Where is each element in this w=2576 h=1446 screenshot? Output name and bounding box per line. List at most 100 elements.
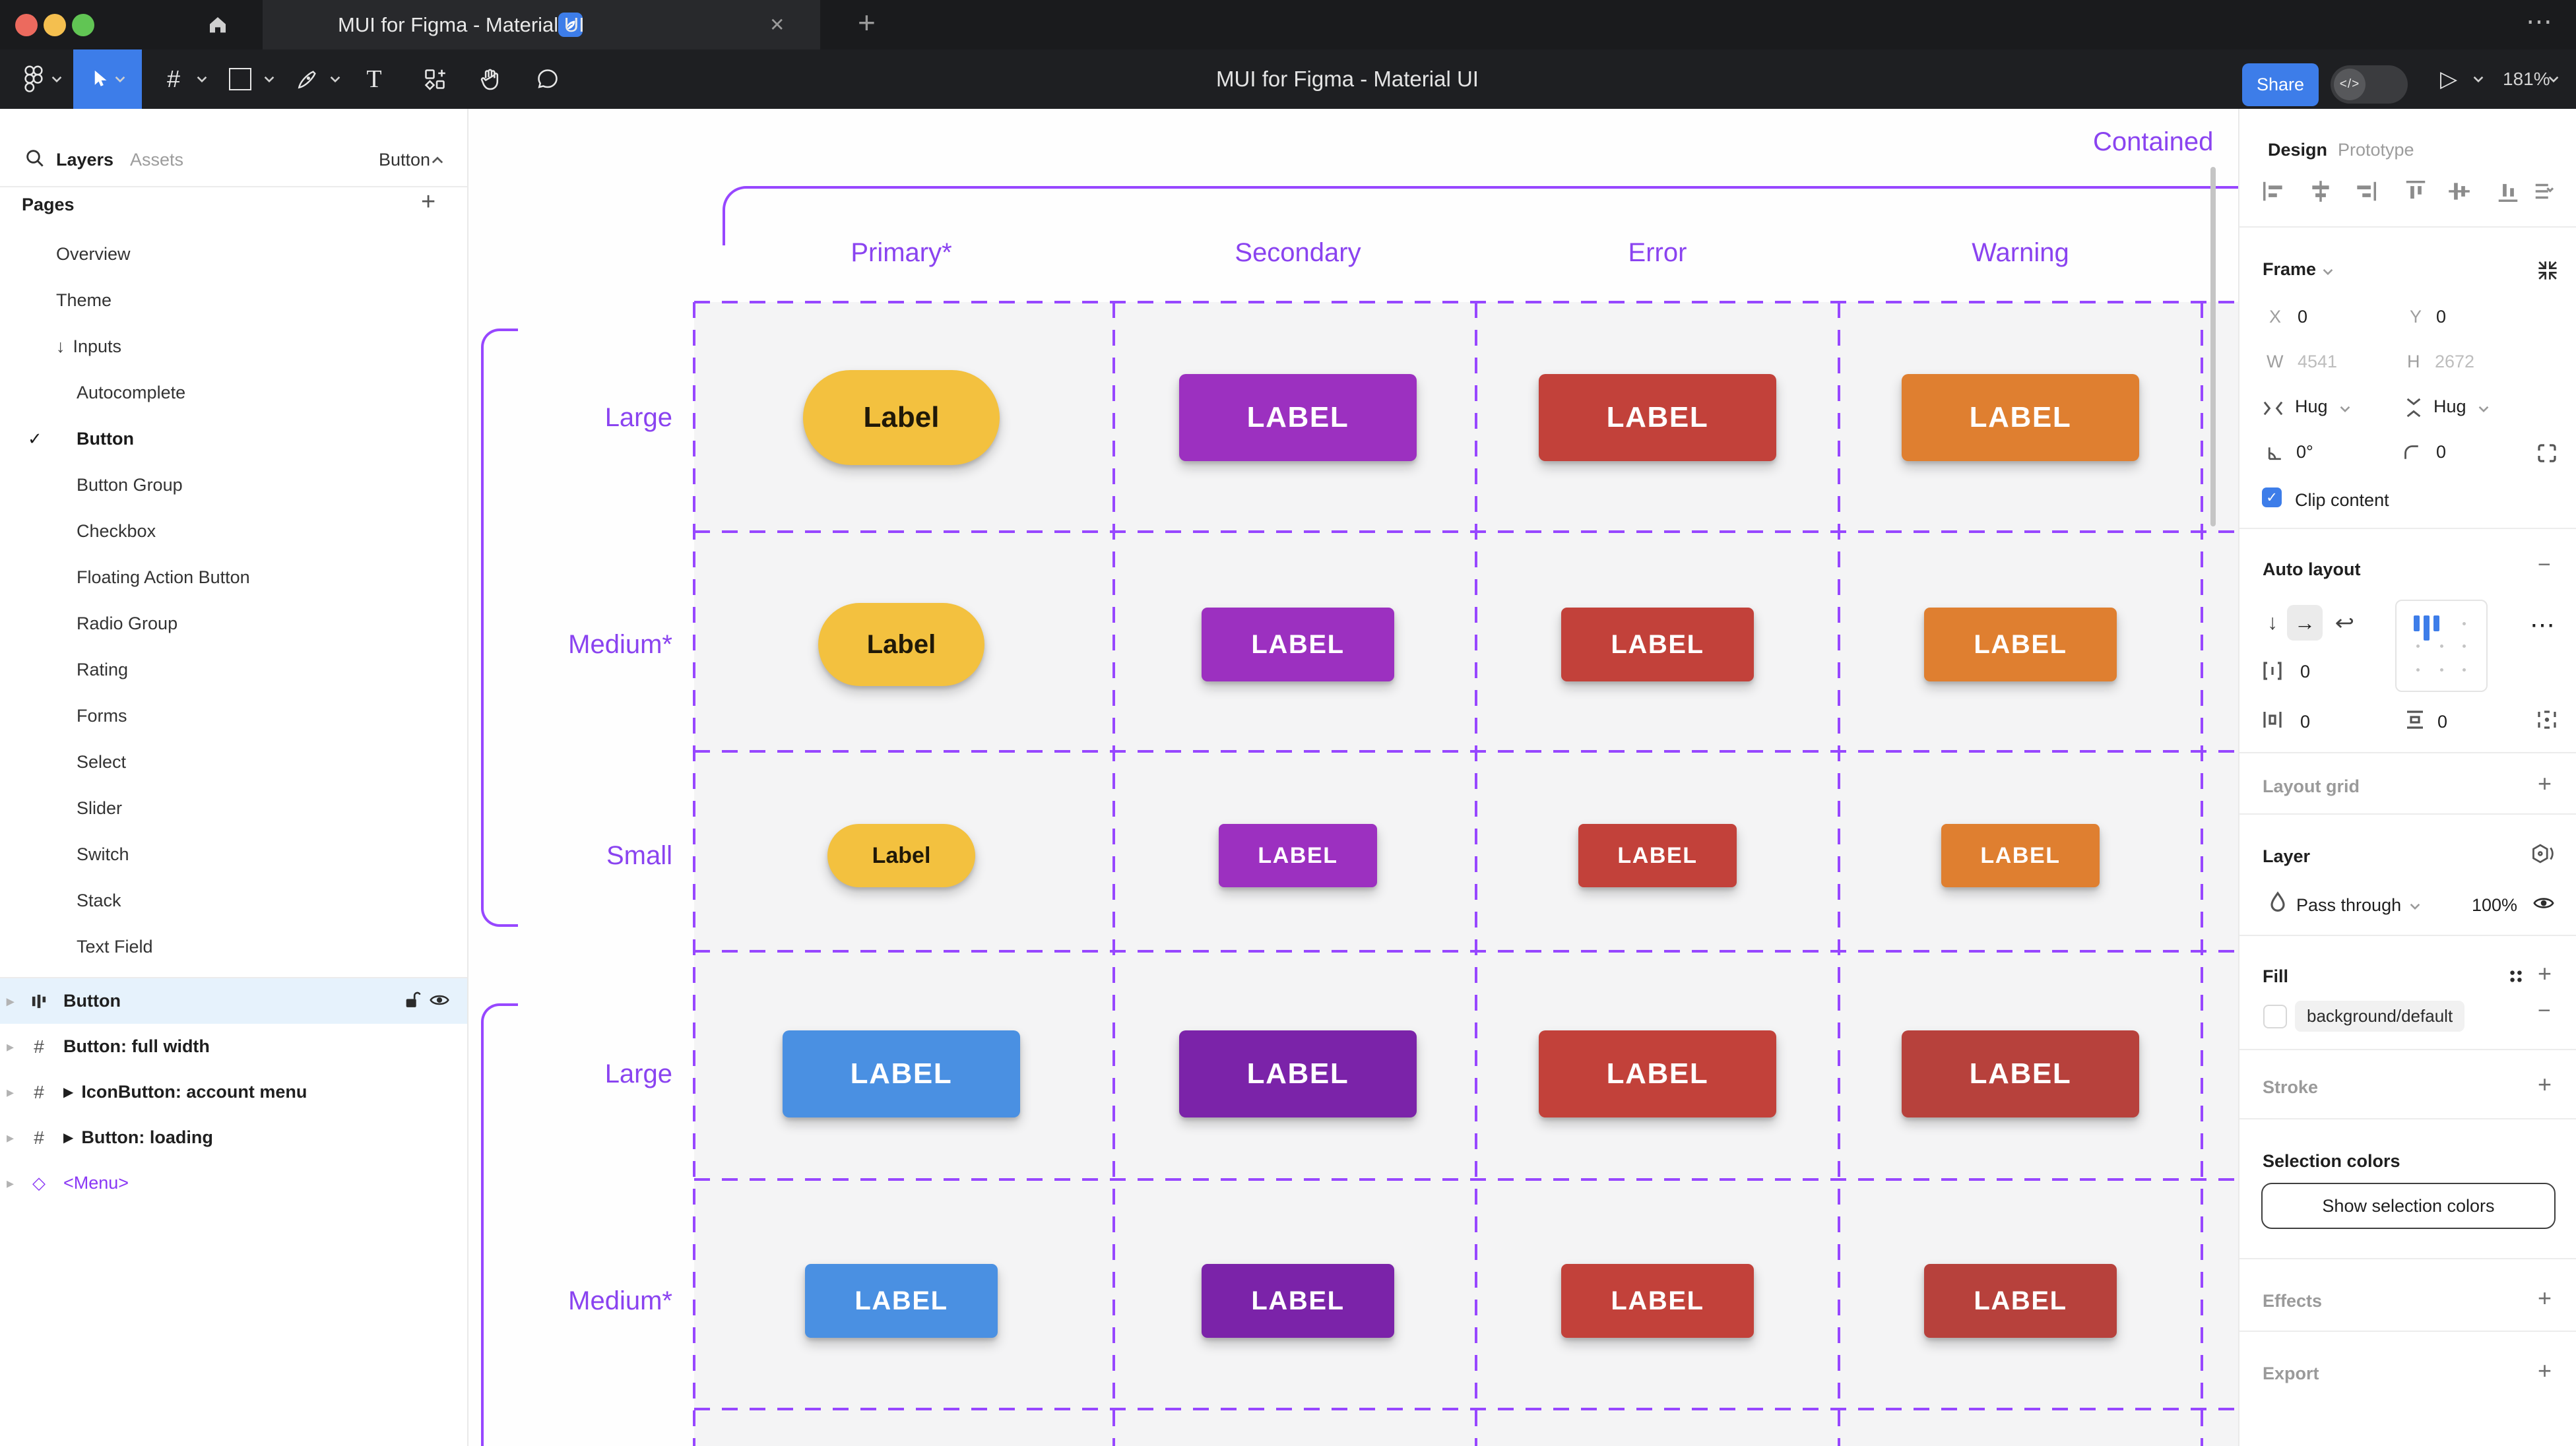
window-close-button[interactable] xyxy=(15,14,38,36)
add-layout-grid-button[interactable]: + xyxy=(2538,770,2552,797)
wrap-button[interactable]: ↩ xyxy=(2334,611,2355,635)
independent-corners-icon[interactable] xyxy=(2536,443,2558,464)
canvas-button[interactable]: LABEL xyxy=(1539,374,1776,461)
present-button[interactable]: ▷ xyxy=(2440,67,2458,92)
main-menu-chevron[interactable] xyxy=(49,49,65,109)
canvas-button[interactable]: LABEL xyxy=(1179,374,1417,461)
present-chevron[interactable] xyxy=(2470,49,2486,109)
chevron-down-icon[interactable] xyxy=(2478,406,2489,412)
home-tab[interactable] xyxy=(173,0,263,49)
blend-mode-value[interactable]: Pass through xyxy=(2296,895,2402,915)
h-value[interactable]: 2672 xyxy=(2435,352,2475,371)
blend-variable-icon[interactable] xyxy=(2531,842,2556,865)
independent-padding-icon[interactable] xyxy=(2536,709,2558,730)
caret-right-icon[interactable]: ▸ xyxy=(7,992,15,1009)
move-tool-button[interactable] xyxy=(73,49,142,109)
sidebar-page-rating[interactable]: Rating xyxy=(77,659,129,679)
component-arrow-icon[interactable]: ▶ xyxy=(63,1131,74,1145)
canvas-button[interactable]: LABEL xyxy=(1578,824,1737,887)
add-fill-button[interactable]: + xyxy=(2538,960,2552,987)
sidebar-page-switch[interactable]: Switch xyxy=(77,844,129,864)
canvas-button[interactable]: LABEL xyxy=(1924,608,2117,681)
chevron-down-icon[interactable] xyxy=(2410,903,2420,910)
layer-picker[interactable]: Button xyxy=(379,150,431,170)
corner-radius-value[interactable]: 0 xyxy=(2436,442,2447,462)
vertical-resizing[interactable]: Hug xyxy=(2433,396,2466,416)
sidebar-page-checkbox[interactable]: Checkbox xyxy=(77,520,156,541)
direction-right-button[interactable]: → xyxy=(2287,605,2323,641)
align-bottom-icon[interactable] xyxy=(2496,179,2521,204)
tab-prototype[interactable]: Prototype xyxy=(2338,140,2414,160)
window-minimize-button[interactable] xyxy=(44,14,66,36)
rotation-value[interactable]: 0° xyxy=(2296,442,2313,462)
styles-icon[interactable] xyxy=(2507,968,2525,985)
horizontal-padding-value[interactable]: 0 xyxy=(2300,712,2311,732)
canvas-button[interactable]: LABEL xyxy=(1924,1264,2117,1338)
direction-down-button[interactable]: ↓ xyxy=(2267,610,2278,634)
sidebar-page-overview[interactable]: Overview xyxy=(56,243,131,264)
add-export-button[interactable]: + xyxy=(2538,1357,2552,1384)
layer-row-button-loading[interactable]: ▸ # ▶ Button: loading xyxy=(7,1127,213,1148)
y-value[interactable]: 0 xyxy=(2436,307,2447,327)
file-tab[interactable] xyxy=(263,0,820,49)
canvas-button[interactable]: LABEL xyxy=(805,1264,998,1338)
add-effect-button[interactable]: + xyxy=(2538,1284,2552,1311)
sidebar-page-select[interactable]: Select xyxy=(77,751,127,772)
add-page-button[interactable]: + xyxy=(421,188,436,216)
frame-title[interactable]: Contained xyxy=(2093,127,2214,156)
sidebar-page-text-field[interactable]: Text Field xyxy=(77,936,153,957)
zoom-level[interactable]: 181% xyxy=(2503,69,2550,89)
caret-right-icon[interactable]: ▸ xyxy=(7,1038,15,1055)
w-value[interactable]: 4541 xyxy=(2298,352,2338,371)
window-zoom-button[interactable] xyxy=(72,14,94,36)
fill-token[interactable]: background/default xyxy=(2295,1001,2465,1032)
x-value[interactable]: 0 xyxy=(2298,307,2308,327)
zoom-chevron[interactable] xyxy=(2546,49,2561,109)
layer-row-button-full-width[interactable]: ▸ # Button: full width xyxy=(7,1036,210,1057)
canvas-button[interactable]: LABEL xyxy=(783,1030,1020,1117)
layer-row-button[interactable]: ▸ Button xyxy=(0,978,467,1024)
canvas-button[interactable]: LABEL xyxy=(1179,1030,1417,1117)
remove-auto-layout-button[interactable]: − xyxy=(2538,552,2551,577)
tab-design[interactable]: Design xyxy=(2268,140,2328,160)
align-horizontal-center-icon[interactable] xyxy=(2308,179,2333,204)
layer-opacity-value[interactable]: 100% xyxy=(2472,895,2518,915)
comment-tool-button[interactable] xyxy=(531,49,565,109)
frame-tool-chevron[interactable] xyxy=(194,49,210,109)
text-tool-button[interactable]: T xyxy=(366,65,382,93)
share-button[interactable]: Share xyxy=(2242,63,2319,106)
sidebar-page-theme[interactable]: Theme xyxy=(56,290,112,310)
caret-right-icon[interactable]: ▸ xyxy=(7,1083,15,1100)
sidebar-page-floating-action-button[interactable]: Floating Action Button xyxy=(77,567,250,587)
chevron-up-icon[interactable] xyxy=(432,156,443,164)
chevron-down-icon[interactable] xyxy=(2323,268,2333,275)
canvas-button[interactable]: LABEL xyxy=(1219,824,1377,887)
sidebar-page-button[interactable]: ✓ Button xyxy=(28,428,134,449)
layer-row-iconbutton-account-menu[interactable]: ▸ # ▶ IconButton: account menu xyxy=(7,1081,307,1102)
canvas-button[interactable]: LABEL xyxy=(1539,1030,1776,1117)
vertical-padding-value[interactable]: 0 xyxy=(2437,712,2448,732)
chevron-down-icon[interactable] xyxy=(2340,406,2350,412)
shape-tool-chevron[interactable] xyxy=(261,49,277,109)
close-tab-icon[interactable]: ✕ xyxy=(769,15,785,35)
main-menu-button[interactable] xyxy=(17,49,50,109)
sidebar-page-radio-group[interactable]: Radio Group xyxy=(77,613,178,633)
sidebar-page-inputs[interactable]: ↓ Inputs xyxy=(56,336,122,356)
pen-tool-chevron[interactable] xyxy=(327,49,343,109)
pen-tool-button[interactable] xyxy=(292,49,323,109)
collapse-icon[interactable] xyxy=(2536,259,2559,282)
fill-color-swatch[interactable] xyxy=(2263,1005,2287,1028)
canvas-scrollbar[interactable] xyxy=(2210,167,2216,526)
align-top-icon[interactable] xyxy=(2403,179,2428,204)
layer-row-menu-instance[interactable]: ▸ ◇ <Menu> xyxy=(7,1173,129,1193)
canvas-button[interactable]: LABEL xyxy=(1202,1264,1394,1338)
canvas-button[interactable]: LABEL xyxy=(1941,824,2100,887)
sidebar-page-stack[interactable]: Stack xyxy=(77,890,121,910)
remove-fill-button[interactable]: − xyxy=(2538,998,2551,1023)
new-tab-button[interactable]: + xyxy=(858,5,876,40)
visibility-eye-icon[interactable] xyxy=(429,991,450,1009)
clip-content-checkbox[interactable]: ✓ xyxy=(2262,487,2282,507)
sidebar-page-forms[interactable]: Forms xyxy=(77,705,127,726)
frame-tool-button[interactable]: # xyxy=(166,65,181,92)
sidebar-page-slider[interactable]: Slider xyxy=(77,798,123,818)
